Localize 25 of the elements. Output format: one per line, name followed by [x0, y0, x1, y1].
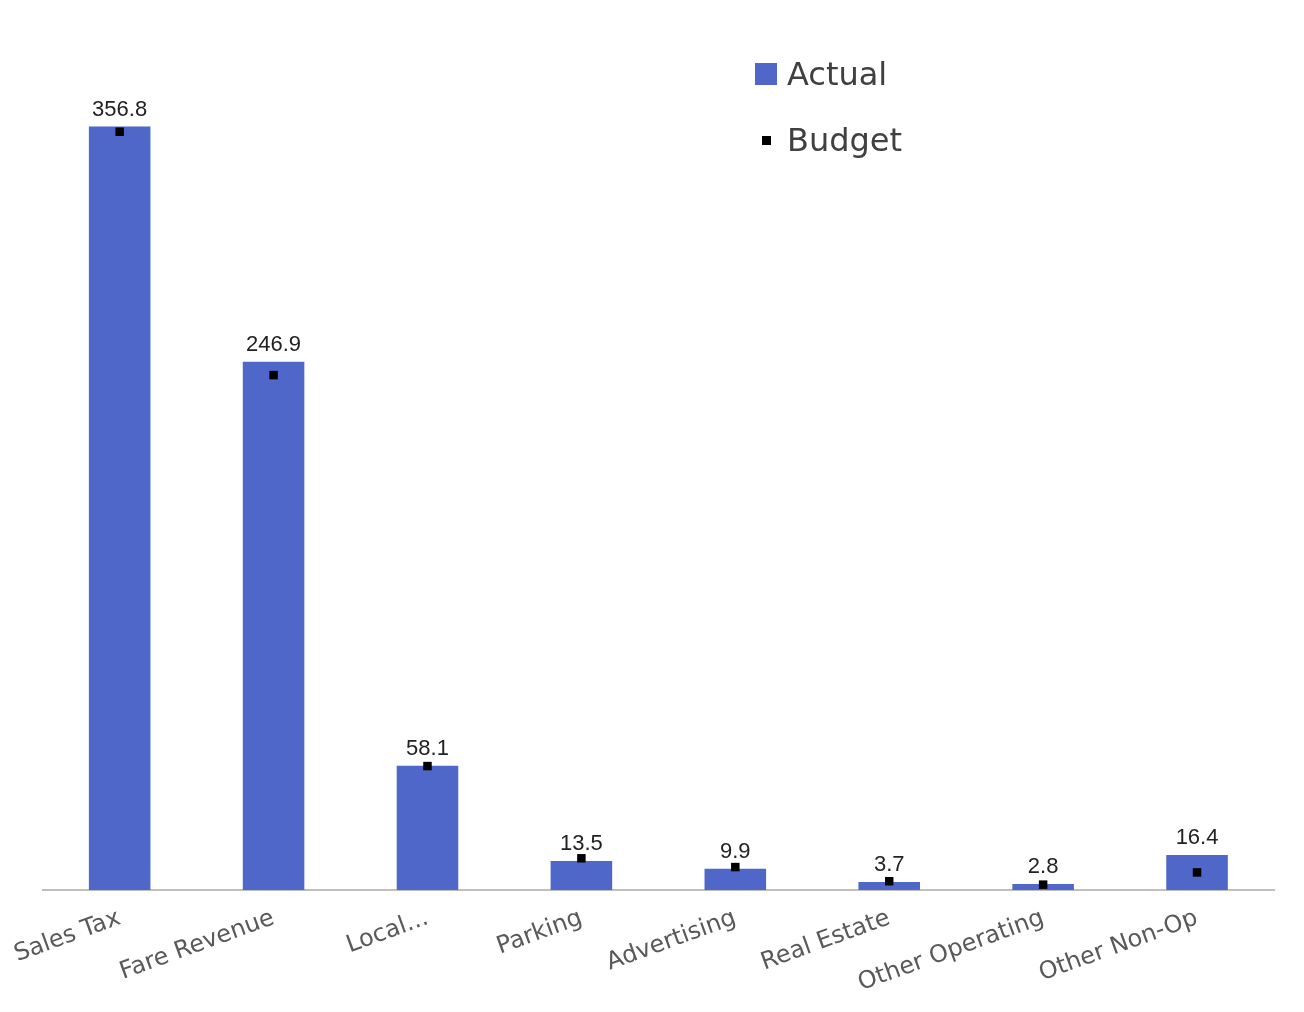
bar	[88, 126, 151, 890]
data-label: 2.8	[1027, 853, 1059, 879]
data-label: 16.4	[1175, 823, 1219, 849]
data-label: 13.5	[559, 830, 603, 856]
point	[269, 370, 278, 380]
legend-label: Budget	[787, 121, 903, 159]
data-label: 3.7	[873, 851, 905, 877]
point	[115, 127, 124, 137]
legend-label: Actual	[787, 55, 888, 93]
point	[1038, 880, 1048, 889]
x-tick-label: Local...	[342, 902, 432, 959]
bar	[858, 882, 920, 890]
bar	[242, 361, 305, 890]
bar	[704, 868, 767, 890]
point	[423, 761, 432, 771]
bar	[550, 861, 613, 890]
data-label: 9.9	[720, 837, 751, 863]
data-label: 246.9	[246, 330, 302, 356]
data-label: 58.1	[406, 734, 449, 760]
bar	[396, 765, 459, 890]
point	[1192, 868, 1202, 877]
data-label: 356.8	[92, 95, 148, 121]
bar	[1166, 854, 1228, 890]
point	[577, 854, 586, 863]
point	[731, 862, 740, 872]
